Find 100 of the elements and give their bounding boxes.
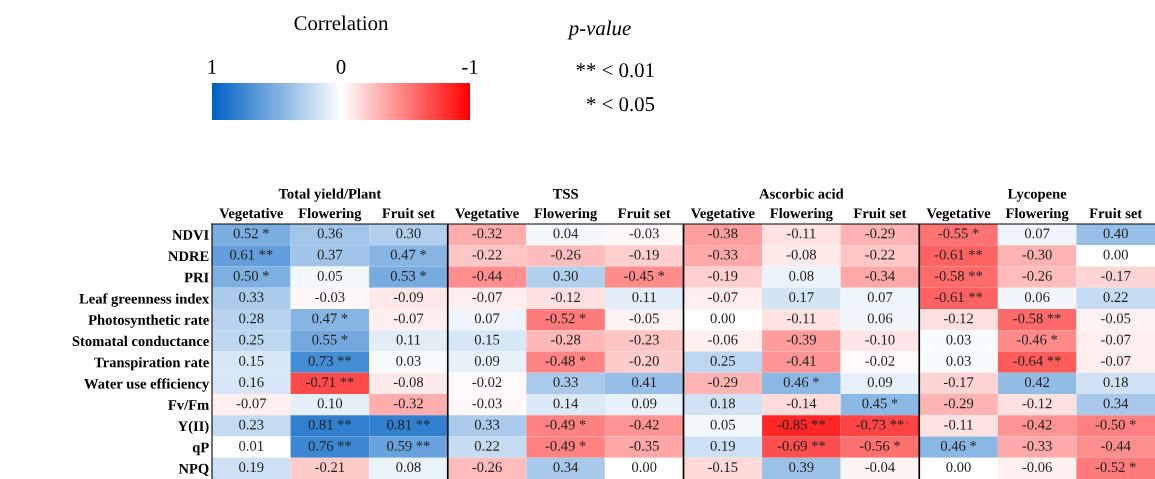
data-label: 0.46 * bbox=[783, 377, 819, 388]
color-bar-label: 1 bbox=[208, 59, 216, 74]
x-tick-label: Flowering bbox=[534, 207, 598, 222]
data-label: -0.08 bbox=[786, 249, 817, 260]
data-label: 0.30 bbox=[553, 270, 578, 281]
data-label: 0.22 bbox=[474, 440, 499, 451]
x-tick-label: Flowering bbox=[298, 207, 362, 222]
data-label: -0.50 * bbox=[1095, 419, 1136, 430]
data-label: 0.81 ** bbox=[387, 419, 430, 430]
data-label: -0.61 ** bbox=[934, 249, 983, 260]
data-label: 0.06 bbox=[1024, 292, 1050, 303]
data-label: -0.07 bbox=[708, 292, 738, 303]
data-label: 0.76 ** bbox=[308, 440, 352, 451]
y-tick-label: Water use efficiency bbox=[84, 378, 210, 392]
data-label: -0.11 bbox=[787, 228, 816, 239]
data-label: 0.01 bbox=[239, 440, 264, 451]
data-label: -0.29 bbox=[943, 398, 974, 409]
data-label: 0.61 ** bbox=[229, 249, 273, 260]
data-label: -0.11 bbox=[944, 419, 973, 430]
data-label: -0.15 bbox=[708, 462, 738, 473]
data-label: -0.32 bbox=[472, 228, 502, 239]
data-label: 0.11 bbox=[632, 292, 656, 303]
data-label: -0.07 bbox=[1101, 355, 1131, 366]
text: ** < 0.01 bbox=[576, 63, 654, 78]
data-label: -0.22 bbox=[472, 249, 502, 260]
data-label: -0.73 ** bbox=[856, 419, 904, 430]
x-tick-label: Fruit set bbox=[617, 208, 671, 219]
data-label: 0.36 bbox=[317, 228, 343, 239]
data-label: -0.23 bbox=[629, 334, 659, 345]
data-label: -0.04 bbox=[865, 462, 895, 473]
data-label: 0.22 bbox=[1103, 292, 1128, 303]
data-label: -0.46 * bbox=[1017, 334, 1058, 345]
color-bar-title: Correlation bbox=[294, 15, 389, 31]
data-label: -0.10 bbox=[865, 334, 895, 345]
data-label: 0.52 * bbox=[233, 228, 269, 239]
data-label: -0.09 bbox=[393, 292, 424, 303]
data-label: -0.33 bbox=[708, 249, 738, 260]
y-tick-label: NDRE bbox=[168, 251, 209, 261]
data-label: 0.00 bbox=[632, 462, 657, 473]
data-label: -0.38 bbox=[708, 228, 738, 239]
data-label: -0.21 bbox=[315, 462, 345, 473]
data-label: -0.32 bbox=[393, 398, 423, 409]
data-label: 0.34 bbox=[553, 462, 579, 473]
data-label: -0.22 bbox=[865, 249, 895, 260]
data-label: -0.45 * bbox=[624, 270, 665, 281]
y-tick-label: Fv/Fm bbox=[168, 400, 209, 410]
data-label: -0.52 * bbox=[1095, 462, 1136, 473]
data-label: -0.19 bbox=[708, 270, 738, 281]
data-label: 0.00 bbox=[946, 462, 971, 473]
data-label: -0.30 bbox=[1022, 249, 1052, 260]
data-label: -0.29 bbox=[865, 228, 895, 239]
data-label: 0.45 * bbox=[862, 398, 898, 409]
data-label: -0.17 bbox=[943, 377, 974, 388]
data-label: -0.71 ** bbox=[306, 377, 354, 388]
data-label: 0.53 * bbox=[390, 270, 426, 281]
data-label: 0.03 bbox=[946, 334, 971, 345]
y-tick-label: PRI bbox=[184, 272, 209, 283]
color-bar-label: 0 bbox=[336, 59, 346, 74]
text: Total yield/Plant bbox=[278, 188, 382, 202]
data-label: 0.73 ** bbox=[308, 355, 352, 366]
data-label: -0.35 bbox=[629, 440, 659, 451]
data-label: -0.29 bbox=[708, 377, 738, 388]
data-label: -0.02 bbox=[865, 355, 895, 366]
y-tick-label: Photosynthetic rate bbox=[88, 314, 209, 328]
data-label: 0.37 bbox=[317, 249, 343, 260]
data-label: -0.19 bbox=[629, 249, 659, 260]
x-tick-label: Fruit set bbox=[853, 208, 907, 219]
data-label: 0.09 bbox=[867, 377, 893, 388]
data-label: -0.48 * bbox=[545, 355, 586, 366]
data-label: -0.07 bbox=[393, 313, 424, 324]
data-label: 0.59 ** bbox=[387, 440, 430, 451]
data-label: 0.33 bbox=[239, 292, 264, 303]
y-tick-label: Y(II) bbox=[177, 420, 209, 435]
data-label: -0.44 bbox=[1101, 440, 1131, 451]
data-label: -0.07 bbox=[1101, 334, 1131, 345]
data-label: 0.81 ** bbox=[308, 419, 352, 430]
data-label: 0.04 bbox=[553, 228, 579, 239]
data-label: -0.58 ** bbox=[934, 270, 983, 281]
y-tick-label: Transpiration rate bbox=[94, 357, 209, 371]
data-label: 0.40 bbox=[1103, 228, 1128, 239]
data-label: 0.07 bbox=[867, 292, 893, 303]
data-label: -0.05 bbox=[629, 313, 659, 324]
data-label: -0.03 bbox=[629, 228, 659, 239]
data-label: 0.19 bbox=[239, 462, 264, 473]
data-label: -0.17 bbox=[1101, 270, 1131, 281]
data-label: -0.11 bbox=[787, 313, 816, 324]
data-label: -0.49 * bbox=[545, 419, 586, 430]
data-label: -0.56 * bbox=[859, 440, 900, 451]
data-label: -0.26 bbox=[472, 462, 502, 473]
data-label: 0.15 bbox=[474, 334, 500, 345]
data-label: -0.26 bbox=[1022, 270, 1052, 281]
data-label: -0.03 bbox=[472, 398, 502, 409]
data-label: -0.34 bbox=[865, 270, 895, 281]
data-label: -0.12 bbox=[943, 313, 973, 324]
data-label: -0.39 bbox=[786, 334, 816, 345]
data-label: 0.50 * bbox=[233, 270, 269, 281]
y-tick-label: NDVI bbox=[172, 230, 209, 240]
x-tick-label: Vegetative bbox=[455, 207, 519, 222]
data-label: 0.25 bbox=[239, 334, 264, 345]
color-bar-label: -1 bbox=[462, 59, 478, 74]
